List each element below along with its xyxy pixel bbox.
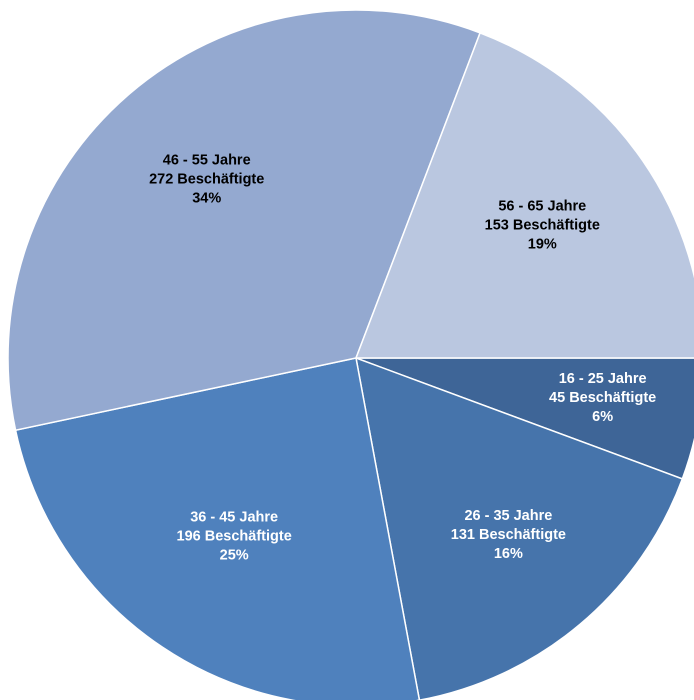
slice-data-label: 36 - 45 Jahre 196 Beschäftigte 25%: [177, 509, 292, 563]
slice-category-label: 36 - 45 Jahre: [190, 509, 278, 525]
pie-slice: [7, 9, 482, 432]
slice-category-label: 26 - 35 Jahre: [464, 508, 552, 524]
pie-slice: [14, 357, 421, 700]
slice-percent-label: 19%: [528, 237, 557, 253]
slice-data-label: 26 - 35 Jahre 131 Beschäftigte 16%: [451, 508, 566, 562]
pie-slice: [354, 31, 694, 359]
slice-data-label: 16 - 25 Jahre 45 Beschäftigte 6%: [549, 371, 656, 425]
slice-percent-label: 6%: [592, 409, 613, 425]
slice-data-label: 56 - 65 Jahre 153 Beschäftigte 19%: [485, 199, 600, 253]
slice-percent-label: 25%: [220, 547, 249, 563]
slice-percent-label: 16%: [494, 546, 523, 562]
slice-count-label: 196 Beschäftigte: [177, 528, 292, 544]
slice-category-label: 56 - 65 Jahre: [498, 199, 586, 215]
slice-percent-label: 34%: [192, 190, 221, 206]
slice-count-label: 131 Beschäftigte: [451, 527, 566, 543]
slice-count-label: 45 Beschäftigte: [549, 390, 656, 406]
pie-slice: [355, 356, 684, 700]
slice-data-label: 46 - 55 Jahre 272 Beschäftigte 34%: [149, 152, 264, 206]
slice-category-label: 46 - 55 Jahre: [163, 152, 251, 168]
slice-category-label: 16 - 25 Jahre: [559, 371, 647, 387]
pie-labels: 16 - 25 Jahre 45 Beschäftigte 6% 26 - 35 Ja…: [149, 152, 656, 563]
slice-count-label: 153 Beschäftigte: [485, 218, 600, 234]
slice-count-label: 272 Beschäftigte: [149, 171, 264, 187]
pie-slices: [7, 9, 694, 700]
